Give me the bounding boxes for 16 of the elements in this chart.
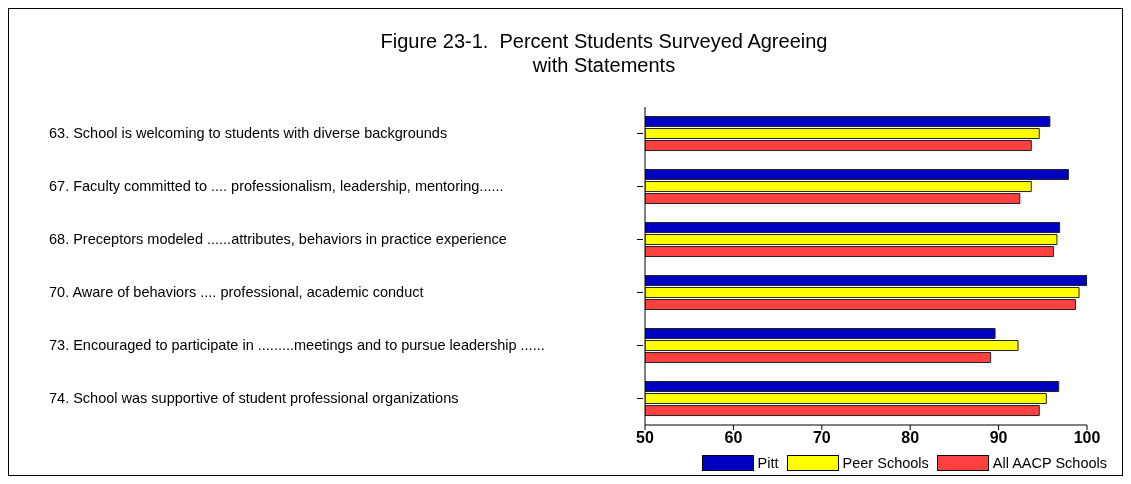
x-tick-label: 100 [1073, 429, 1101, 447]
x-tick-label: 60 [724, 429, 743, 447]
y-tick-label: 68. Preceptors modeled ......attributes, behaviors in practice experience [49, 231, 508, 248]
y-tick-label: 67. Faculty committed to .... professionalism, leadership, mentoring...... [49, 178, 505, 195]
y-tick-label: 70. Aware of behaviors .... professional, academic conduct [49, 284, 425, 301]
legend-label: Pitt [757, 455, 779, 471]
legend-label: Peer Schools [842, 455, 929, 471]
y-tick-label: 73. Encouraged to participate in .........meetings and to pursue leadership ...... [49, 337, 546, 354]
y-tick-label: 63. School is welcoming to students with diverse backgrounds [49, 125, 449, 142]
legend-label: All AACP Schools [992, 455, 1107, 471]
x-tick-label: 90 [989, 429, 1008, 447]
x-tick-label: 80 [901, 429, 920, 447]
x-tick-label: 50 [636, 429, 654, 447]
y-tick-label: 74. School was supportive of student professional organizations [49, 390, 460, 407]
x-tick-label: 70 [812, 429, 831, 447]
chart-title: Figure 23-1. Percent Students Surveyed Agreeing with Statements [379, 29, 829, 77]
